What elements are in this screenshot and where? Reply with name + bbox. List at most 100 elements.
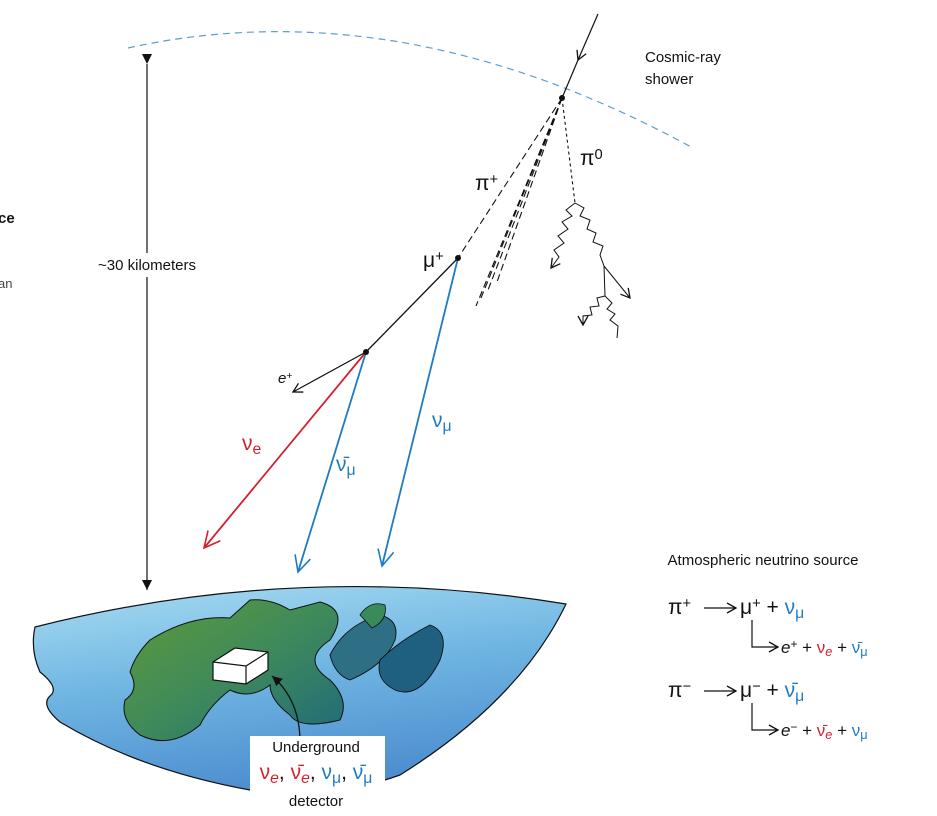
reaction-parent: π+ (668, 596, 691, 619)
text-part: , (279, 761, 291, 784)
text-part: μ (795, 688, 804, 705)
reaction-parent: π− (668, 679, 691, 702)
text-part: e (825, 727, 832, 742)
land (378, 624, 444, 693)
text-part: + (435, 249, 444, 265)
text-part: + (832, 721, 851, 740)
text-part: e (253, 441, 262, 458)
text-part: π (668, 596, 683, 619)
text-part: e (301, 770, 310, 787)
text-part: μ (363, 770, 372, 787)
vertex (455, 255, 461, 261)
cosmic-ray (561, 59, 579, 99)
cut-off-text: ce (0, 210, 15, 227)
detector-particles: νe, ν̄e, νμ, ν̄μ (260, 761, 373, 787)
muon-track (365, 257, 459, 353)
reactions: π+ μ+ + νμe+ + νe + ν̄μπ− μ− + ν̄μe− + ν̄e… (668, 596, 868, 742)
shower-label: shower (645, 71, 693, 88)
text-part: e (781, 721, 790, 740)
shower-tracks (457, 97, 563, 307)
text-part: ν (785, 596, 796, 619)
pi-plus-label: π+ (475, 172, 498, 195)
text-part: ν (852, 721, 861, 740)
reaction-products: μ+ + νμ (740, 596, 804, 622)
muon-antineutrino-track (294, 351, 367, 574)
text-part: + (683, 596, 692, 612)
text-part: 0 (595, 147, 603, 163)
text-part: μ (443, 418, 452, 435)
atmosphere-boundary (127, 31, 694, 149)
text-part: π (475, 172, 490, 195)
source-title: Atmospheric neutrino source (668, 552, 859, 569)
nu-mu-label: νμ (432, 409, 452, 435)
shower-label: Cosmic-ray (645, 49, 721, 66)
e-plus-label: e+ (278, 370, 292, 387)
text-part: ν̄ (336, 453, 350, 476)
text-part: − (790, 720, 797, 734)
mu-plus-label: μ+ (423, 249, 444, 272)
vertex (363, 349, 369, 355)
muon-neutrino-track (377, 257, 459, 568)
text-part: + (286, 370, 292, 382)
photons (550, 202, 631, 339)
reaction-decay: e− + ν̄e + νμ (781, 720, 868, 742)
text-part: ν̄ (852, 638, 864, 657)
text-part: μ (860, 727, 867, 742)
text-part: e (781, 638, 790, 657)
pi-zero-label: π0 (580, 147, 603, 170)
detector-box (212, 651, 269, 684)
text-part: + (490, 172, 499, 188)
reaction-products: μ− + ν̄μ (740, 679, 804, 705)
decay-bracket (751, 620, 780, 653)
text-part: − (683, 679, 692, 695)
text-part: e (825, 644, 832, 659)
text-part: + (797, 721, 816, 740)
text-part: μ (423, 249, 435, 272)
text-part: μ (795, 605, 804, 622)
text-part: μ (740, 679, 752, 702)
text-part: μ (860, 644, 867, 659)
text-part: + (761, 596, 785, 619)
reaction-decay: e+ + νe + ν̄μ (781, 637, 868, 659)
text-part: ν (260, 761, 271, 784)
detector-caption: detector (289, 793, 343, 810)
distance-label: ~30 kilometers (98, 257, 196, 274)
text-part: μ (332, 770, 341, 787)
text-part: + (832, 638, 851, 657)
detector-title: Underground (272, 739, 360, 756)
cut-off-text: an (0, 276, 12, 291)
text-part: ν̄ (353, 761, 367, 784)
cosmic-ray (576, 13, 599, 62)
text-part: + (797, 638, 816, 657)
positron-track (291, 351, 367, 393)
decay-bracket (751, 703, 780, 736)
text-part: e (270, 770, 279, 787)
land (359, 603, 386, 629)
text-part: ν (817, 638, 826, 657)
text-part: + (752, 596, 761, 612)
pi-zero-track (561, 97, 576, 204)
text-part: μ (347, 462, 356, 479)
text-part: μ (740, 596, 752, 619)
text-part: π (580, 147, 595, 170)
text-part: , (341, 761, 353, 784)
detector-box (212, 647, 269, 685)
electron-neutrino-track (202, 351, 367, 550)
label-background (250, 736, 385, 806)
text-part: ν (322, 761, 333, 784)
detector-pointer (271, 675, 301, 743)
text-part: π (668, 679, 683, 702)
text-part: ν (432, 409, 443, 432)
land (329, 614, 397, 681)
nu-e-label: νe (242, 432, 262, 458)
text-part: e (278, 370, 286, 387)
label-background (78, 253, 218, 277)
text-part: − (752, 679, 761, 695)
vertex (559, 95, 565, 101)
text-part: ν̄ (291, 761, 305, 784)
nubar-mu-label: ν̄μ (336, 453, 356, 479)
text-part: ν̄ (817, 721, 829, 740)
text-part: , (310, 761, 322, 784)
text-part: + (790, 637, 797, 651)
